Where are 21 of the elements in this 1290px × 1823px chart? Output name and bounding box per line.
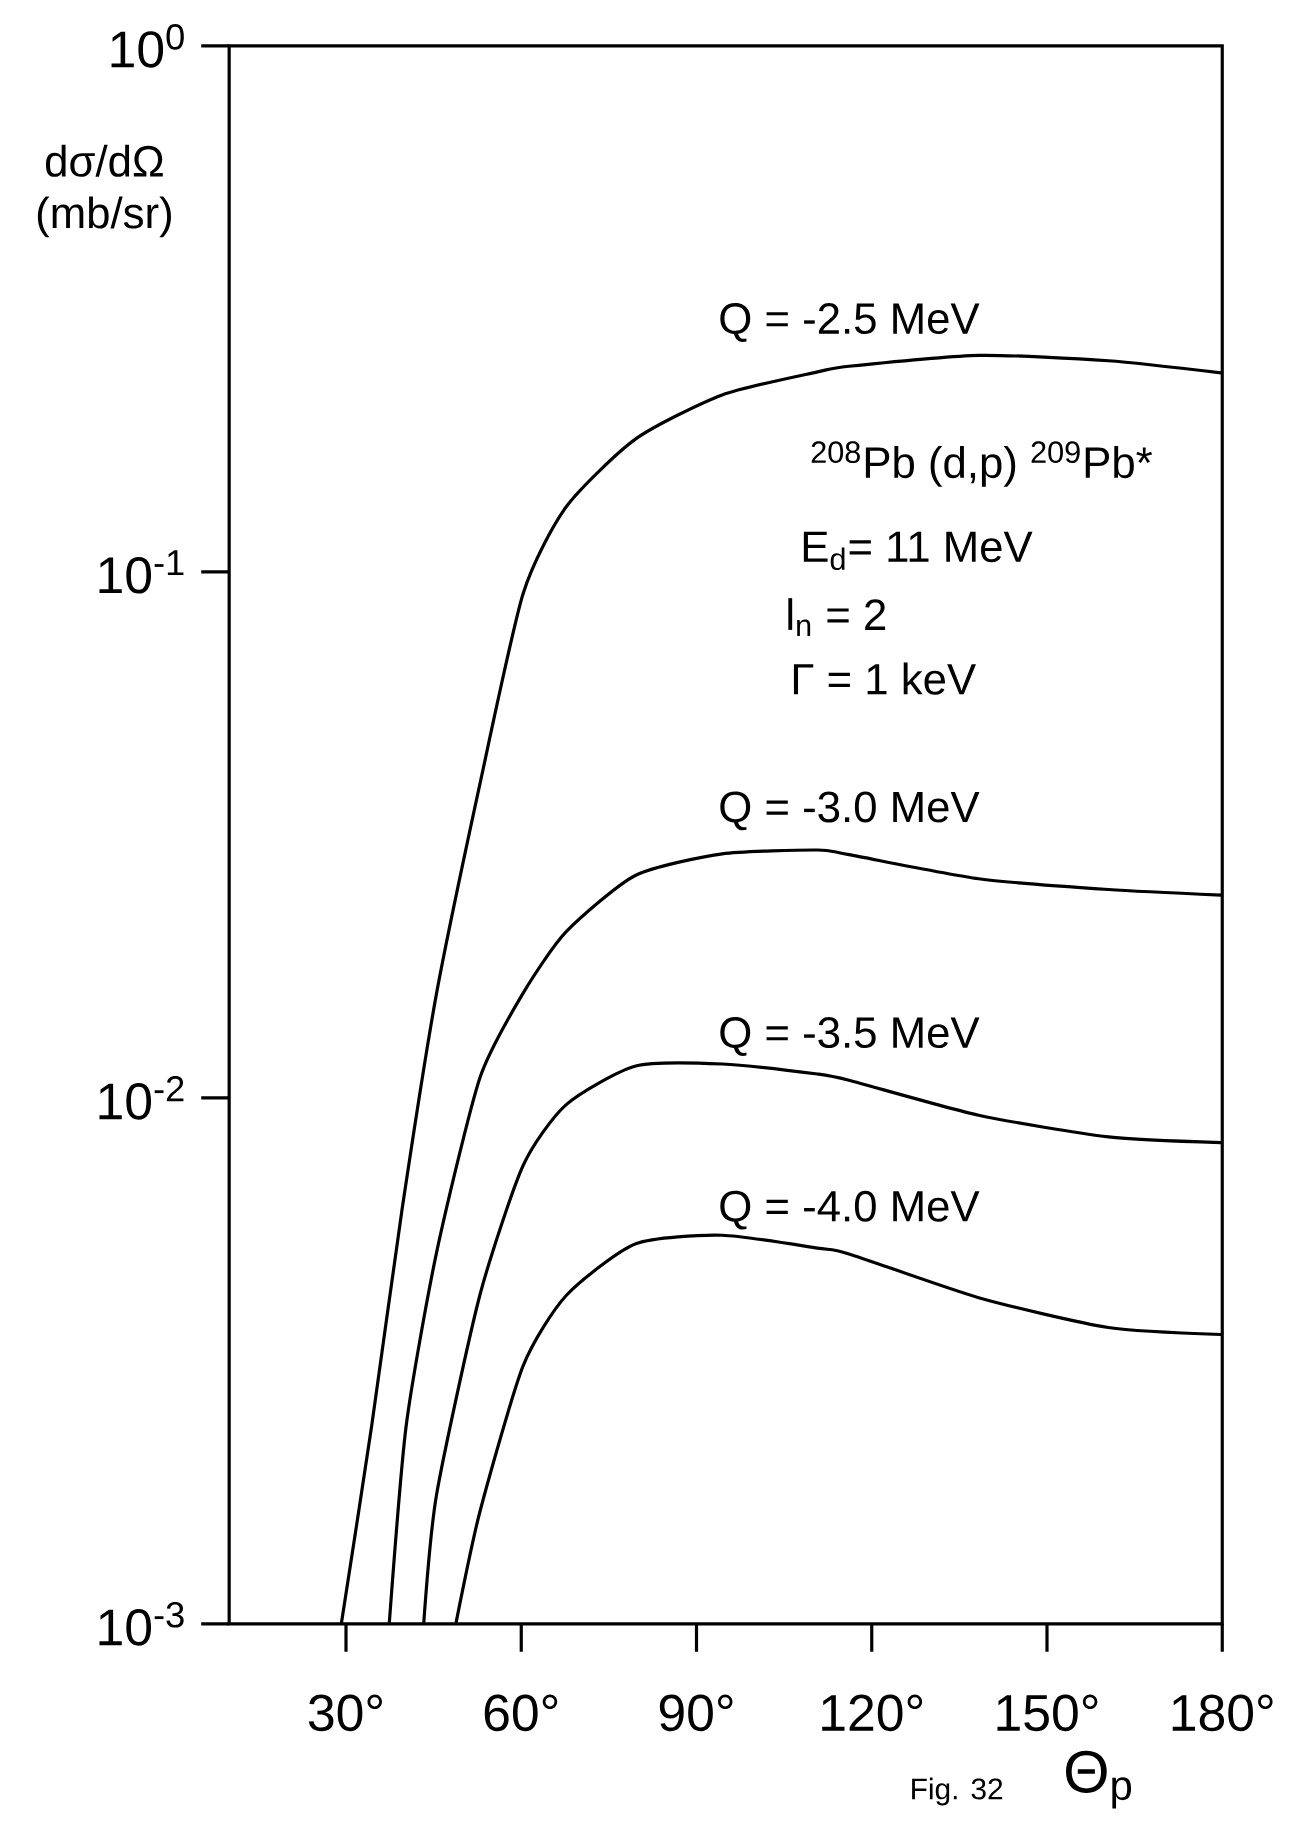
y-tick-label: 10$^{-3}$ [99,1602,184,1646]
annotation: Γ = 1 keV [793,662,976,695]
series-label: Q = -3.5 MeV [720,1017,980,1056]
y-tick-label: 10$^{-2}$ [99,1076,184,1120]
series-label: Q = -3.0 MeV [720,791,980,831]
y-axis-title: dσ/dΩ (mb/sr) [37,144,171,238]
x-tick-label: 180° [1172,1694,1273,1732]
annotation: $^{208}$Pb (d,p) $^{209}$Pb* [811,441,1152,487]
series-label: Q = -4.0 MeV [720,1190,980,1230]
x-tick-label: 30° [308,1694,382,1732]
caption: Fig. 32 [911,1777,1002,1806]
annotation: l$_{n}$ = 2 [788,598,885,637]
x-tick-label: 120° [822,1694,922,1732]
x-tick-label: 150° [997,1694,1098,1732]
x-axis-title: Θ$_{p}$ [1065,1750,1131,1809]
x-tick-label: 60° [484,1694,558,1732]
y-tick-label: 10$^{-1}$ [99,550,184,594]
annotation: E$_{d}$= 11 MeV [803,531,1033,571]
series-label: Q = -2.5 MeV [720,303,980,342]
y-tick-label: 10$^{0}$ [111,24,184,68]
x-tick-label: 90° [659,1694,733,1732]
